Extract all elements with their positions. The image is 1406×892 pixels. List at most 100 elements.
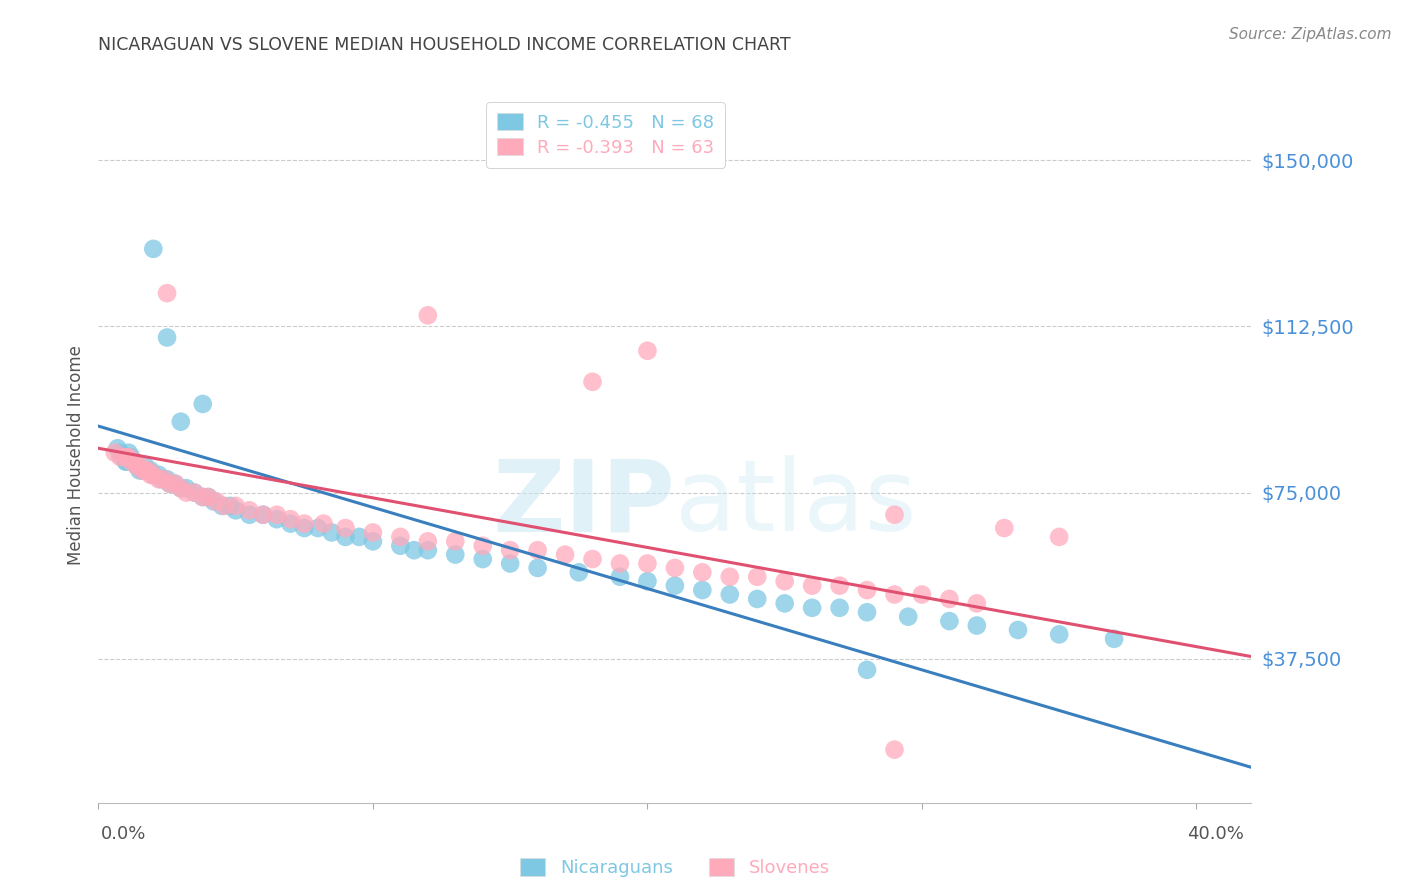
Point <box>110 446 132 460</box>
Point <box>568 566 591 580</box>
Point <box>966 596 988 610</box>
Point <box>128 463 150 477</box>
Point <box>134 458 156 473</box>
Point <box>883 742 905 756</box>
Point <box>416 309 439 323</box>
Point <box>131 463 153 477</box>
Point <box>471 539 494 553</box>
Point <box>225 499 247 513</box>
Point <box>883 587 905 601</box>
Point <box>966 618 988 632</box>
Point <box>292 521 315 535</box>
Point <box>1047 530 1070 544</box>
Point <box>416 543 439 558</box>
Point <box>191 490 214 504</box>
Point <box>252 508 274 522</box>
Point <box>307 521 329 535</box>
Point <box>664 561 686 575</box>
Text: Source: ZipAtlas.com: Source: ZipAtlas.com <box>1229 27 1392 42</box>
Point <box>636 574 658 589</box>
Point <box>747 591 769 606</box>
Point <box>609 557 631 571</box>
Point <box>142 467 165 482</box>
Point <box>321 525 343 540</box>
Point <box>142 242 165 256</box>
Point <box>897 609 920 624</box>
Point <box>335 521 357 535</box>
Text: 40.0%: 40.0% <box>1188 825 1244 843</box>
Point <box>134 463 156 477</box>
Point <box>266 512 288 526</box>
Point <box>444 548 467 562</box>
Point <box>170 415 193 429</box>
Point <box>156 286 179 301</box>
Point <box>170 481 193 495</box>
Point <box>692 583 714 598</box>
Point <box>183 485 205 500</box>
Point <box>938 614 960 628</box>
Point <box>280 516 302 531</box>
Point <box>361 525 384 540</box>
Point <box>174 485 197 500</box>
Point <box>828 600 851 615</box>
Point <box>104 446 127 460</box>
Point <box>128 458 150 473</box>
Point <box>266 508 288 522</box>
Point <box>471 552 494 566</box>
Point <box>197 490 219 504</box>
Point <box>993 521 1015 535</box>
Point <box>444 534 467 549</box>
Point <box>142 467 165 482</box>
Point <box>125 458 148 473</box>
Point <box>404 543 426 558</box>
Point <box>526 543 548 558</box>
Point <box>150 472 173 486</box>
Point <box>416 534 439 549</box>
Point <box>214 499 236 513</box>
Point <box>115 454 138 468</box>
Point <box>252 508 274 522</box>
Text: atlas: atlas <box>675 455 917 552</box>
Point <box>148 467 170 482</box>
Point <box>170 481 193 495</box>
Point <box>117 450 139 464</box>
Point <box>718 587 741 601</box>
Point <box>120 450 142 464</box>
Point <box>139 467 162 482</box>
Point <box>856 583 879 598</box>
Point <box>773 596 796 610</box>
Point <box>801 600 824 615</box>
Text: 0.0%: 0.0% <box>101 825 146 843</box>
Point <box>636 557 658 571</box>
Point <box>389 530 412 544</box>
Point <box>664 579 686 593</box>
Point <box>165 476 187 491</box>
Text: ZIP: ZIP <box>492 455 675 552</box>
Point <box>361 534 384 549</box>
Point <box>139 463 162 477</box>
Point <box>125 458 148 473</box>
Point <box>911 587 934 601</box>
Point <box>205 494 228 508</box>
Point <box>183 485 205 500</box>
Point <box>526 561 548 575</box>
Point <box>156 472 179 486</box>
Point <box>718 570 741 584</box>
Point <box>202 494 225 508</box>
Point <box>883 508 905 522</box>
Point <box>120 454 142 468</box>
Point <box>148 472 170 486</box>
Point <box>347 530 370 544</box>
Point <box>153 472 176 486</box>
Point <box>389 539 412 553</box>
Point <box>219 499 242 513</box>
Point <box>191 397 214 411</box>
Point <box>156 330 179 344</box>
Point <box>747 570 769 584</box>
Point <box>238 503 260 517</box>
Point <box>159 476 181 491</box>
Text: NICARAGUAN VS SLOVENE MEDIAN HOUSEHOLD INCOME CORRELATION CHART: NICARAGUAN VS SLOVENE MEDIAN HOUSEHOLD I… <box>98 36 792 54</box>
Point <box>174 481 197 495</box>
Point <box>938 591 960 606</box>
Point <box>159 476 181 491</box>
